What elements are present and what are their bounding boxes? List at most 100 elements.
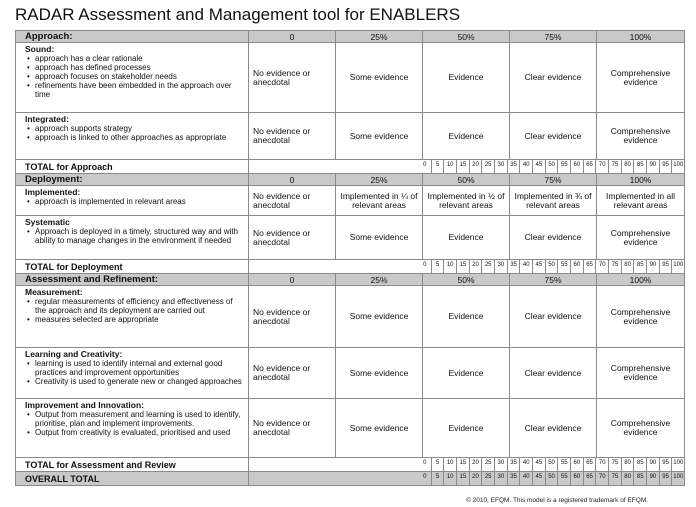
score-box[interactable]: 65: [582, 260, 596, 273]
level-cell[interactable]: No evidence or anecdotal: [248, 398, 336, 458]
score-box[interactable]: 5: [430, 160, 444, 173]
score-box[interactable]: 10: [443, 160, 456, 173]
level-cell[interactable]: Comprehensive evidence: [596, 347, 685, 399]
score-box[interactable]: 100: [671, 472, 683, 485]
score-box[interactable]: 40: [519, 260, 532, 273]
level-cell[interactable]: Some evidence: [335, 347, 423, 399]
score-box[interactable]: 55: [557, 458, 570, 471]
score-box[interactable]: 30: [494, 160, 507, 173]
score-box[interactable]: 55: [557, 472, 570, 485]
level-cell[interactable]: No evidence or anecdotal: [248, 42, 336, 113]
score-box[interactable]: 90: [646, 472, 659, 485]
score-box[interactable]: 60: [570, 260, 583, 273]
level-cell[interactable]: Evidence: [422, 112, 510, 160]
score-box[interactable]: 80: [620, 260, 634, 273]
level-cell[interactable]: Evidence: [422, 42, 510, 113]
score-box[interactable]: 5: [430, 458, 444, 471]
level-cell[interactable]: Clear evidence: [509, 215, 597, 260]
score-box[interactable]: 60: [570, 458, 583, 471]
score-box[interactable]: 75: [608, 160, 621, 173]
level-cell[interactable]: Clear evidence: [509, 347, 597, 399]
score-box[interactable]: 5: [430, 472, 444, 485]
score-box[interactable]: 10: [443, 458, 456, 471]
level-cell[interactable]: No evidence or anecdotal: [248, 347, 336, 399]
level-cell[interactable]: Some evidence: [335, 215, 423, 260]
score-box[interactable]: 50: [544, 472, 558, 485]
score-box[interactable]: 10: [443, 472, 456, 485]
score-box[interactable]: 30: [494, 260, 507, 273]
score-box[interactable]: 55: [557, 260, 570, 273]
score-box[interactable]: 40: [519, 458, 532, 471]
score-box[interactable]: 20: [468, 472, 482, 485]
score-box[interactable]: 15: [456, 458, 469, 471]
score-box[interactable]: 25: [481, 458, 494, 471]
score-box[interactable]: 30: [494, 472, 507, 485]
score-box[interactable]: 0: [423, 162, 427, 168]
score-box[interactable]: 55: [557, 160, 570, 173]
level-cell[interactable]: Clear evidence: [509, 42, 597, 113]
score-box[interactable]: 60: [570, 472, 583, 485]
score-box[interactable]: 95: [658, 160, 672, 173]
score-box[interactable]: 65: [582, 458, 596, 471]
level-cell[interactable]: Comprehensive evidence: [596, 112, 685, 160]
score-box[interactable]: 80: [620, 458, 634, 471]
level-cell[interactable]: Comprehensive evidence: [596, 215, 685, 260]
level-cell[interactable]: Some evidence: [335, 398, 423, 458]
level-cell[interactable]: Evidence: [422, 398, 510, 458]
score-box[interactable]: 90: [646, 458, 659, 471]
score-box[interactable]: 0: [423, 460, 427, 466]
level-cell[interactable]: No evidence or anecdotal: [248, 285, 336, 348]
level-cell[interactable]: Implemented in ¾ of relevant areas: [509, 185, 597, 216]
level-cell[interactable]: Evidence: [422, 347, 510, 399]
score-box[interactable]: 100: [671, 160, 683, 173]
score-box[interactable]: 20: [468, 458, 482, 471]
score-box[interactable]: 100: [671, 260, 683, 273]
score-box[interactable]: 100: [671, 458, 683, 471]
score-box[interactable]: 85: [633, 260, 646, 273]
score-box[interactable]: 95: [658, 472, 672, 485]
score-box[interactable]: 65: [582, 472, 596, 485]
score-box[interactable]: 45: [532, 458, 545, 471]
score-box[interactable]: 75: [608, 458, 621, 471]
score-box[interactable]: 60: [570, 160, 583, 173]
level-cell[interactable]: Clear evidence: [509, 112, 597, 160]
score-box[interactable]: 35: [506, 260, 520, 273]
score-box[interactable]: 35: [506, 472, 520, 485]
level-cell[interactable]: Implemented in all relevant areas: [596, 185, 685, 216]
level-cell[interactable]: Comprehensive evidence: [596, 398, 685, 458]
score-box[interactable]: 15: [456, 260, 469, 273]
score-box[interactable]: 50: [544, 160, 558, 173]
score-box[interactable]: 90: [646, 160, 659, 173]
score-box[interactable]: 10: [443, 260, 456, 273]
score-box[interactable]: 20: [468, 160, 482, 173]
level-cell[interactable]: Comprehensive evidence: [596, 285, 685, 348]
score-box[interactable]: 85: [633, 160, 646, 173]
level-cell[interactable]: Implemented in ¼ of relevant areas: [335, 185, 423, 216]
score-box[interactable]: 40: [519, 160, 532, 173]
score-box[interactable]: 80: [620, 472, 634, 485]
score-box[interactable]: 40: [519, 472, 532, 485]
score-box[interactable]: 30: [494, 458, 507, 471]
level-cell[interactable]: Implemented in ½ of relevant areas: [422, 185, 510, 216]
score-box[interactable]: 35: [506, 458, 520, 471]
score-box[interactable]: 95: [658, 260, 672, 273]
score-box[interactable]: 75: [608, 260, 621, 273]
score-box[interactable]: 0: [423, 262, 427, 268]
level-cell[interactable]: No evidence or anecdotal: [248, 112, 336, 160]
score-box[interactable]: 25: [481, 260, 494, 273]
level-cell[interactable]: Comprehensive evidence: [596, 42, 685, 113]
score-box[interactable]: 25: [481, 160, 494, 173]
score-box[interactable]: 45: [532, 472, 545, 485]
score-box[interactable]: 50: [544, 458, 558, 471]
score-box[interactable]: 80: [620, 160, 634, 173]
level-cell[interactable]: Some evidence: [335, 42, 423, 113]
score-box[interactable]: 70: [595, 472, 608, 485]
level-cell[interactable]: Clear evidence: [509, 398, 597, 458]
level-cell[interactable]: Some evidence: [335, 112, 423, 160]
score-box[interactable]: 65: [582, 160, 596, 173]
score-box[interactable]: 75: [608, 472, 621, 485]
score-box[interactable]: 70: [595, 160, 608, 173]
score-box[interactable]: 0: [423, 474, 427, 480]
score-box[interactable]: 90: [646, 260, 659, 273]
score-box[interactable]: 35: [506, 160, 520, 173]
